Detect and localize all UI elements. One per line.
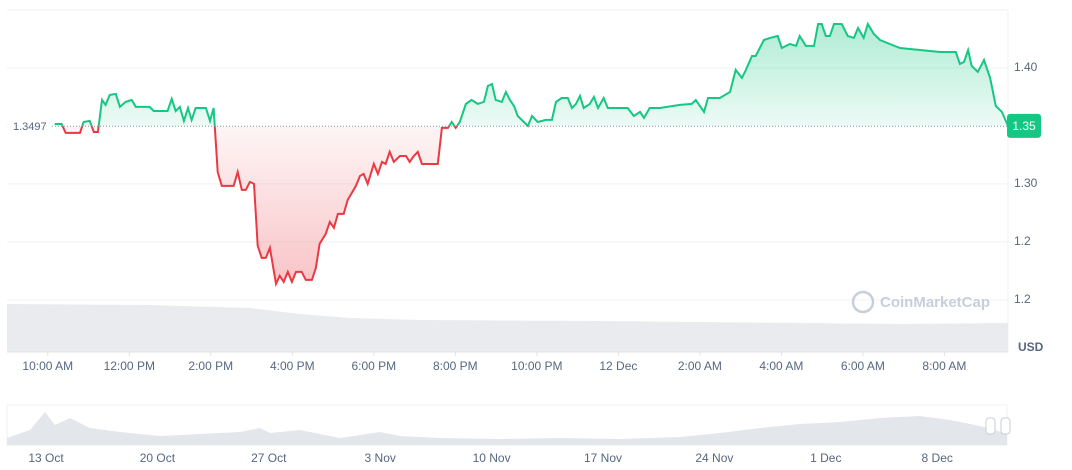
x-tick-label: 10:00 PM <box>511 359 562 373</box>
plot-layer: 1.3497 1.35 <box>6 21 1041 288</box>
navigator-label: 27 Oct <box>251 451 287 465</box>
x-tick-label: 8:00 AM <box>922 359 966 373</box>
x-tick-label: 2:00 PM <box>188 359 233 373</box>
navigator-label: 8 Dec <box>922 451 953 465</box>
baseline-label-bg <box>6 118 52 135</box>
current-price-badge <box>1007 113 1041 138</box>
watermark: CoinMarketCap <box>851 290 990 314</box>
x-tick-label: 8:00 PM <box>433 359 478 373</box>
x-tick-label: 6:00 AM <box>841 359 885 373</box>
area-down <box>54 126 1008 284</box>
navigator-label: 3 Nov <box>365 451 396 465</box>
y-unit-label: USD <box>1018 340 1044 354</box>
navigator-area <box>7 412 1007 445</box>
navigator-labels: 13 Oct 20 Oct 27 Oct 3 Nov 10 Nov 17 Nov 24 No… <box>28 451 953 465</box>
navigator-label: 17 Nov <box>584 451 622 465</box>
volume-area <box>7 304 1008 352</box>
price-line-up <box>54 21 1009 127</box>
y-tick-label: 1.2 <box>1014 292 1031 306</box>
navigator-label: 13 Oct <box>28 451 64 465</box>
navigator-label: 10 Nov <box>473 451 511 465</box>
x-tick-label: 12:00 PM <box>104 359 155 373</box>
y-tick-label: 1.2 <box>1014 234 1031 248</box>
navigator-handle-left[interactable] <box>985 417 996 435</box>
x-tick-label: 2:00 AM <box>678 359 722 373</box>
x-tick-label: 12 Dec <box>599 359 637 373</box>
navigator-label: 24 Nov <box>695 451 733 465</box>
watermark-logo <box>851 290 875 314</box>
navigator-label: 1 Dec <box>810 451 841 465</box>
y-tick-label: 1.40 <box>1014 60 1038 74</box>
y-tick-label: 1.30 <box>1014 176 1038 190</box>
watermark-text: CoinMarketCap <box>880 294 990 311</box>
x-tick-label: 10:00 AM <box>22 359 73 373</box>
x-tick-label: 4:00 AM <box>759 359 803 373</box>
x-tick-label: 4:00 PM <box>270 359 315 373</box>
navigator-handle-right[interactable] <box>1000 417 1011 435</box>
current-price-label: 1.35 <box>1012 119 1036 133</box>
axis-layer: 1.40 1.30 1.2 1.2 10:00 AM 12:00 PM 2:00 PM 4:0… <box>22 60 1037 373</box>
navigator-label: 20 Oct <box>140 451 176 465</box>
area-up <box>54 24 1008 127</box>
x-tick-label: 6:00 PM <box>351 359 396 373</box>
baseline-label: 1.3497 <box>13 121 47 133</box>
